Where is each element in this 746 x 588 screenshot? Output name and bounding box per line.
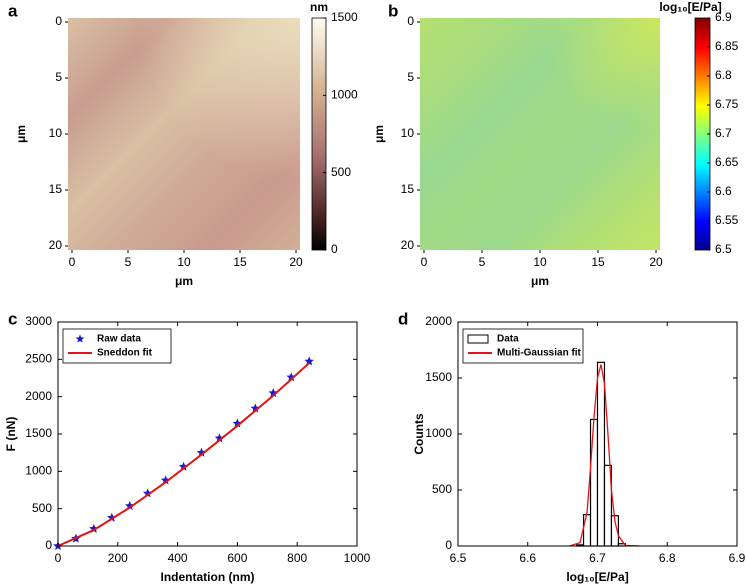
y-tick-label: 500	[432, 482, 452, 496]
x-axis-label: μm	[531, 274, 549, 288]
data-point	[160, 475, 171, 485]
y-axis-label: F (nN)	[4, 417, 18, 452]
y-tick-label: 10	[401, 126, 415, 140]
legend-label: Data	[497, 334, 519, 345]
colorbar-tick-label: 6.6	[715, 184, 732, 198]
y-tick-label: 0	[55, 14, 62, 28]
panel-letter: b	[388, 1, 398, 20]
x-tick-label: 800	[287, 551, 307, 565]
legend-box	[62, 328, 172, 364]
y-tick-label: 0	[445, 538, 452, 552]
x-tick-label: 15	[233, 255, 247, 269]
colorbar-tick-label: 6.65	[715, 155, 739, 169]
x-tick-label: 5	[479, 255, 486, 269]
map-image-shade	[420, 18, 660, 250]
colorbar-tick-label: 6.85	[715, 39, 739, 53]
y-tick-label: 1000	[25, 464, 52, 478]
y-tick-label: 20	[401, 238, 415, 252]
x-axis-label: μm	[175, 274, 193, 288]
colorbar-label: log₁₀[E/Pa]	[659, 0, 721, 14]
y-tick-label: 2500	[25, 352, 52, 366]
x-tick-label: 0	[55, 551, 62, 565]
x-tick-label: 6.8	[659, 551, 676, 565]
fit-line	[569, 364, 640, 547]
x-tick-label: 5	[125, 255, 132, 269]
y-tick-label: 500	[32, 501, 52, 515]
colorbar-tick-label: 0	[331, 242, 338, 256]
x-axis-label: Indentation (nm)	[161, 570, 255, 584]
histogram-bar	[582, 514, 592, 547]
legend-label: Raw data	[97, 334, 141, 345]
y-axis-label: μm	[14, 125, 28, 143]
map-image-shade	[68, 18, 300, 250]
colorbar-tick-label: 500	[331, 165, 351, 179]
y-tick-label: 2000	[25, 389, 52, 403]
histogram-bar	[589, 418, 599, 547]
y-tick-label: 20	[49, 238, 63, 252]
y-tick-label: 10	[49, 126, 63, 140]
legend-marker	[467, 334, 489, 344]
colorbar-tick-label: 6.55	[715, 213, 739, 227]
y-tick-label: 3000	[25, 314, 52, 328]
x-tick-label: 200	[108, 551, 128, 565]
x-tick-label: 6.5	[450, 551, 467, 565]
x-tick-label: 0	[69, 255, 76, 269]
colorbar	[311, 17, 327, 251]
y-axis-label: μm	[372, 125, 386, 143]
y-tick-label: 1500	[425, 370, 452, 384]
data-point	[178, 461, 189, 471]
y-tick-label: 0	[45, 538, 52, 552]
colorbar-tick-label: 6.9	[715, 10, 732, 24]
data-point	[232, 418, 243, 428]
histogram-bar	[596, 361, 606, 547]
fit-line	[57, 362, 310, 547]
data-point	[196, 447, 207, 457]
x-tick-label: 1000	[344, 551, 371, 565]
x-tick-label: 6.6	[519, 551, 536, 565]
x-tick-label: 10	[177, 255, 191, 269]
x-tick-label: 0	[421, 255, 428, 269]
y-tick-label: 5	[55, 70, 62, 84]
data-point	[250, 403, 261, 413]
x-tick-label: 600	[227, 551, 247, 565]
y-tick-label: 0	[407, 14, 414, 28]
x-tick-label: 20	[289, 255, 303, 269]
x-tick-label: 6.9	[729, 551, 746, 565]
colorbar-tick-label: 6.8	[715, 68, 732, 82]
legend-marker	[75, 334, 85, 343]
y-tick-label: 1500	[25, 426, 52, 440]
x-tick-label: 6.7	[589, 551, 606, 565]
legend-label: Multi-Gaussian fit	[497, 348, 582, 359]
data-point	[268, 388, 279, 398]
y-tick-label: 15	[401, 182, 415, 196]
x-tick-label: 15	[591, 255, 605, 269]
data-point	[125, 500, 135, 511]
colorbar-tick-label: 6.7	[715, 126, 732, 140]
x-tick-label: 400	[168, 551, 188, 565]
x-tick-label: 10	[533, 255, 547, 269]
colorbar-tick-label: 1500	[331, 10, 358, 24]
panel-letter: d	[398, 309, 408, 328]
y-tick-label: 1000	[425, 426, 452, 440]
legend-label: Sneddon fit	[97, 348, 153, 359]
y-tick-label: 15	[49, 182, 63, 196]
data-point	[214, 433, 225, 443]
data-point	[142, 488, 153, 498]
y-axis-label: Counts	[412, 413, 426, 455]
data-point	[286, 372, 296, 382]
x-axis-label: log₁₀[E/Pa]	[566, 570, 628, 584]
panel-letter: c	[8, 309, 17, 328]
y-tick-label: 2000	[425, 314, 452, 328]
y-tick-label: 5	[407, 70, 414, 84]
x-tick-label: 20	[649, 255, 663, 269]
colorbar-label: nm	[310, 0, 328, 14]
colorbar-tick-label: 1000	[331, 88, 358, 102]
data-point	[304, 356, 314, 366]
panel-letter: a	[8, 1, 18, 20]
colorbar-tick-label: 6.75	[715, 97, 739, 111]
colorbar-tick-label: 6.5	[715, 242, 732, 256]
